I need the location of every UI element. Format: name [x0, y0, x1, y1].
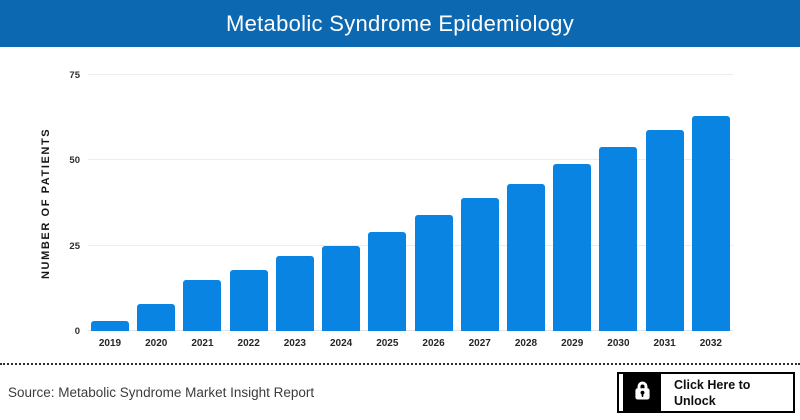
- plot-area: [88, 74, 733, 331]
- x-label-2023: 2023: [283, 338, 306, 349]
- unlock-button[interactable]: Click Here to Unlock: [617, 372, 795, 413]
- epidemiology-chart: NUMBER OF PATIENTS 0 25 50 75 2019 2020 2021 2…: [0, 47, 800, 363]
- unlock-button-label: Click Here to Unlock: [661, 374, 793, 411]
- footer: Source: Metabolic Syndrome Market Insigh…: [0, 365, 800, 420]
- bar-2031: [645, 129, 684, 331]
- x-label-2032: 2032: [699, 338, 722, 349]
- bar-2027: [460, 197, 499, 331]
- x-label-2026: 2026: [422, 338, 445, 349]
- x-label-2020: 2020: [145, 338, 168, 349]
- lock-icon: [631, 379, 654, 407]
- bar-2025: [368, 232, 407, 331]
- unlock-label-line1: Click Here to: [674, 377, 751, 392]
- bar-2023: [275, 255, 314, 331]
- dotted-divider: [0, 363, 800, 365]
- y-axis-ticks: 0 25 50 75: [50, 70, 80, 337]
- x-label-2027: 2027: [468, 338, 491, 349]
- bar-2020: [137, 303, 176, 331]
- bar-2021: [183, 279, 222, 331]
- x-label-2029: 2029: [561, 338, 584, 349]
- bar-2024: [322, 245, 361, 331]
- y-tick-50: 50: [69, 155, 80, 167]
- x-label-2030: 2030: [607, 338, 630, 349]
- gridline-50: [88, 159, 733, 161]
- bar-2030: [599, 146, 638, 331]
- bar-series: [88, 75, 733, 331]
- unlock-label-line2: Unlock: [674, 393, 716, 408]
- bar-2029: [553, 163, 592, 331]
- bar-2019: [91, 320, 129, 331]
- x-label-2024: 2024: [329, 338, 353, 349]
- bar-2032: [691, 115, 730, 331]
- x-label-2019: 2019: [98, 338, 122, 349]
- page-title: Metabolic Syndrome Epidemiology: [225, 10, 575, 36]
- y-tick-25: 25: [69, 240, 80, 252]
- x-label-2025: 2025: [376, 338, 399, 349]
- gridline-75: [88, 74, 733, 75]
- x-axis-labels: 2019 2020 2021 2022 2023 2024 2025 2026 2027 2028…: [88, 338, 733, 349]
- x-label-2022: 2022: [237, 338, 260, 349]
- gridline-25: [88, 244, 733, 246]
- y-tick-75: 75: [69, 70, 80, 81]
- x-label-2021: 2021: [191, 338, 214, 349]
- x-label-2028: 2028: [514, 338, 538, 349]
- source-text: Source: Metabolic Syndrome Market Insigh…: [8, 385, 315, 400]
- x-axis-baseline: [88, 330, 733, 331]
- bar-2026: [414, 214, 453, 331]
- bar-2022: [229, 269, 268, 331]
- header-bar: Metabolic Syndrome Epidemiology: [0, 0, 800, 47]
- y-tick-0: 0: [74, 326, 80, 337]
- x-label-2031: 2031: [653, 338, 676, 349]
- lock-icon-block: [623, 374, 661, 411]
- bar-2028: [506, 184, 545, 331]
